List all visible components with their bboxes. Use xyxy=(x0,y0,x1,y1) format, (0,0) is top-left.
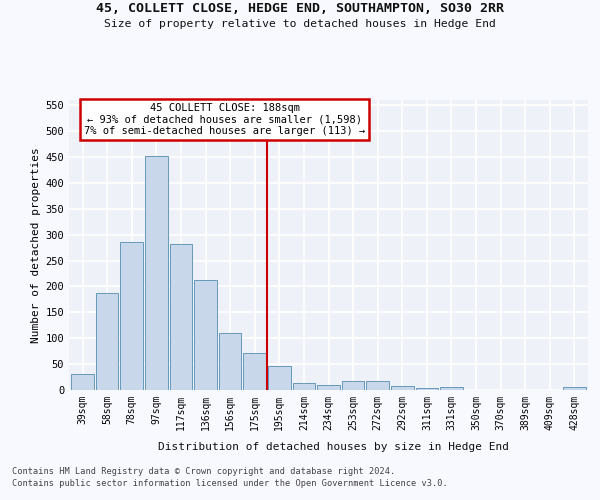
Bar xyxy=(317,385,340,390)
Bar xyxy=(244,353,266,390)
Bar xyxy=(391,386,413,390)
Bar xyxy=(440,388,463,390)
Bar xyxy=(121,242,143,390)
Bar xyxy=(268,366,290,390)
Bar xyxy=(145,156,167,390)
Bar xyxy=(563,388,586,390)
Text: 45, COLLETT CLOSE, HEDGE END, SOUTHAMPTON, SO30 2RR: 45, COLLETT CLOSE, HEDGE END, SOUTHAMPTO… xyxy=(96,2,504,16)
Bar xyxy=(194,280,217,390)
Text: Size of property relative to detached houses in Hedge End: Size of property relative to detached ho… xyxy=(104,19,496,29)
Bar xyxy=(219,333,241,390)
Bar xyxy=(170,244,192,390)
Text: 45 COLLETT CLOSE: 188sqm
← 93% of detached houses are smaller (1,598)
7% of semi: 45 COLLETT CLOSE: 188sqm ← 93% of detach… xyxy=(84,103,365,136)
Text: Distribution of detached houses by size in Hedge End: Distribution of detached houses by size … xyxy=(158,442,509,452)
Bar xyxy=(367,380,389,390)
Bar xyxy=(96,293,118,390)
Text: Contains public sector information licensed under the Open Government Licence v3: Contains public sector information licen… xyxy=(12,478,448,488)
Bar xyxy=(416,388,438,390)
Bar xyxy=(342,380,364,390)
Bar xyxy=(293,383,315,390)
Bar xyxy=(71,374,94,390)
Y-axis label: Number of detached properties: Number of detached properties xyxy=(31,147,41,343)
Text: Contains HM Land Registry data © Crown copyright and database right 2024.: Contains HM Land Registry data © Crown c… xyxy=(12,467,395,476)
